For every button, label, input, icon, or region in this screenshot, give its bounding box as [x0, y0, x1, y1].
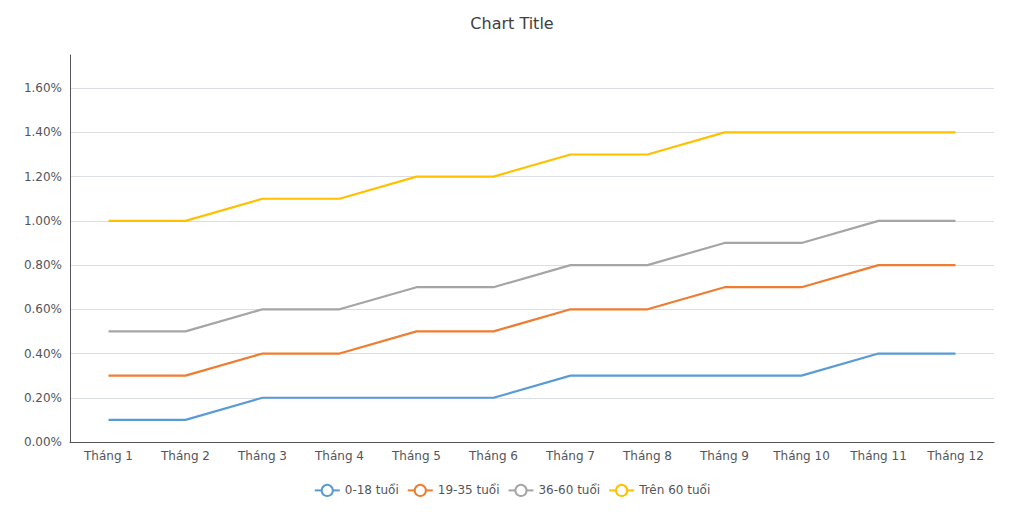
svg-text:1.60%: 1.60% [24, 81, 62, 95]
svg-text:0-18 tuổi: 0-18 tuổi [345, 483, 399, 497]
svg-text:Tháng 12: Tháng 12 [926, 449, 984, 463]
svg-text:1.00%: 1.00% [24, 214, 62, 228]
svg-text:Tháng 10: Tháng 10 [772, 449, 830, 463]
svg-text:Tháng 1: Tháng 1 [83, 449, 133, 463]
svg-text:0.00%: 0.00% [24, 435, 62, 449]
svg-text:19-35 tuổi: 19-35 tuổi [438, 483, 500, 497]
svg-text:0.60%: 0.60% [24, 302, 62, 316]
svg-text:Tháng 8: Tháng 8 [622, 449, 672, 463]
svg-text:Chart Title: Chart Title [470, 14, 553, 33]
svg-text:Tháng 9: Tháng 9 [699, 449, 749, 463]
svg-text:0.80%: 0.80% [24, 258, 62, 272]
svg-text:Tháng 3: Tháng 3 [237, 449, 287, 463]
svg-text:Tháng 7: Tháng 7 [545, 449, 595, 463]
svg-text:Tháng 4: Tháng 4 [314, 449, 364, 463]
svg-text:Tháng 2: Tháng 2 [160, 449, 210, 463]
svg-text:36-60 tuổi: 36-60 tuổi [538, 483, 600, 497]
svg-text:0.20%: 0.20% [24, 391, 62, 405]
svg-text:1.20%: 1.20% [24, 170, 62, 184]
svg-text:Tháng 11: Tháng 11 [849, 449, 907, 463]
svg-text:Tháng 5: Tháng 5 [391, 449, 441, 463]
svg-text:Trên 60 tuổi: Trên 60 tuổi [638, 483, 710, 497]
svg-text:Tháng 6: Tháng 6 [468, 449, 518, 463]
svg-text:1.40%: 1.40% [24, 125, 62, 139]
svg-text:0.40%: 0.40% [24, 347, 62, 361]
